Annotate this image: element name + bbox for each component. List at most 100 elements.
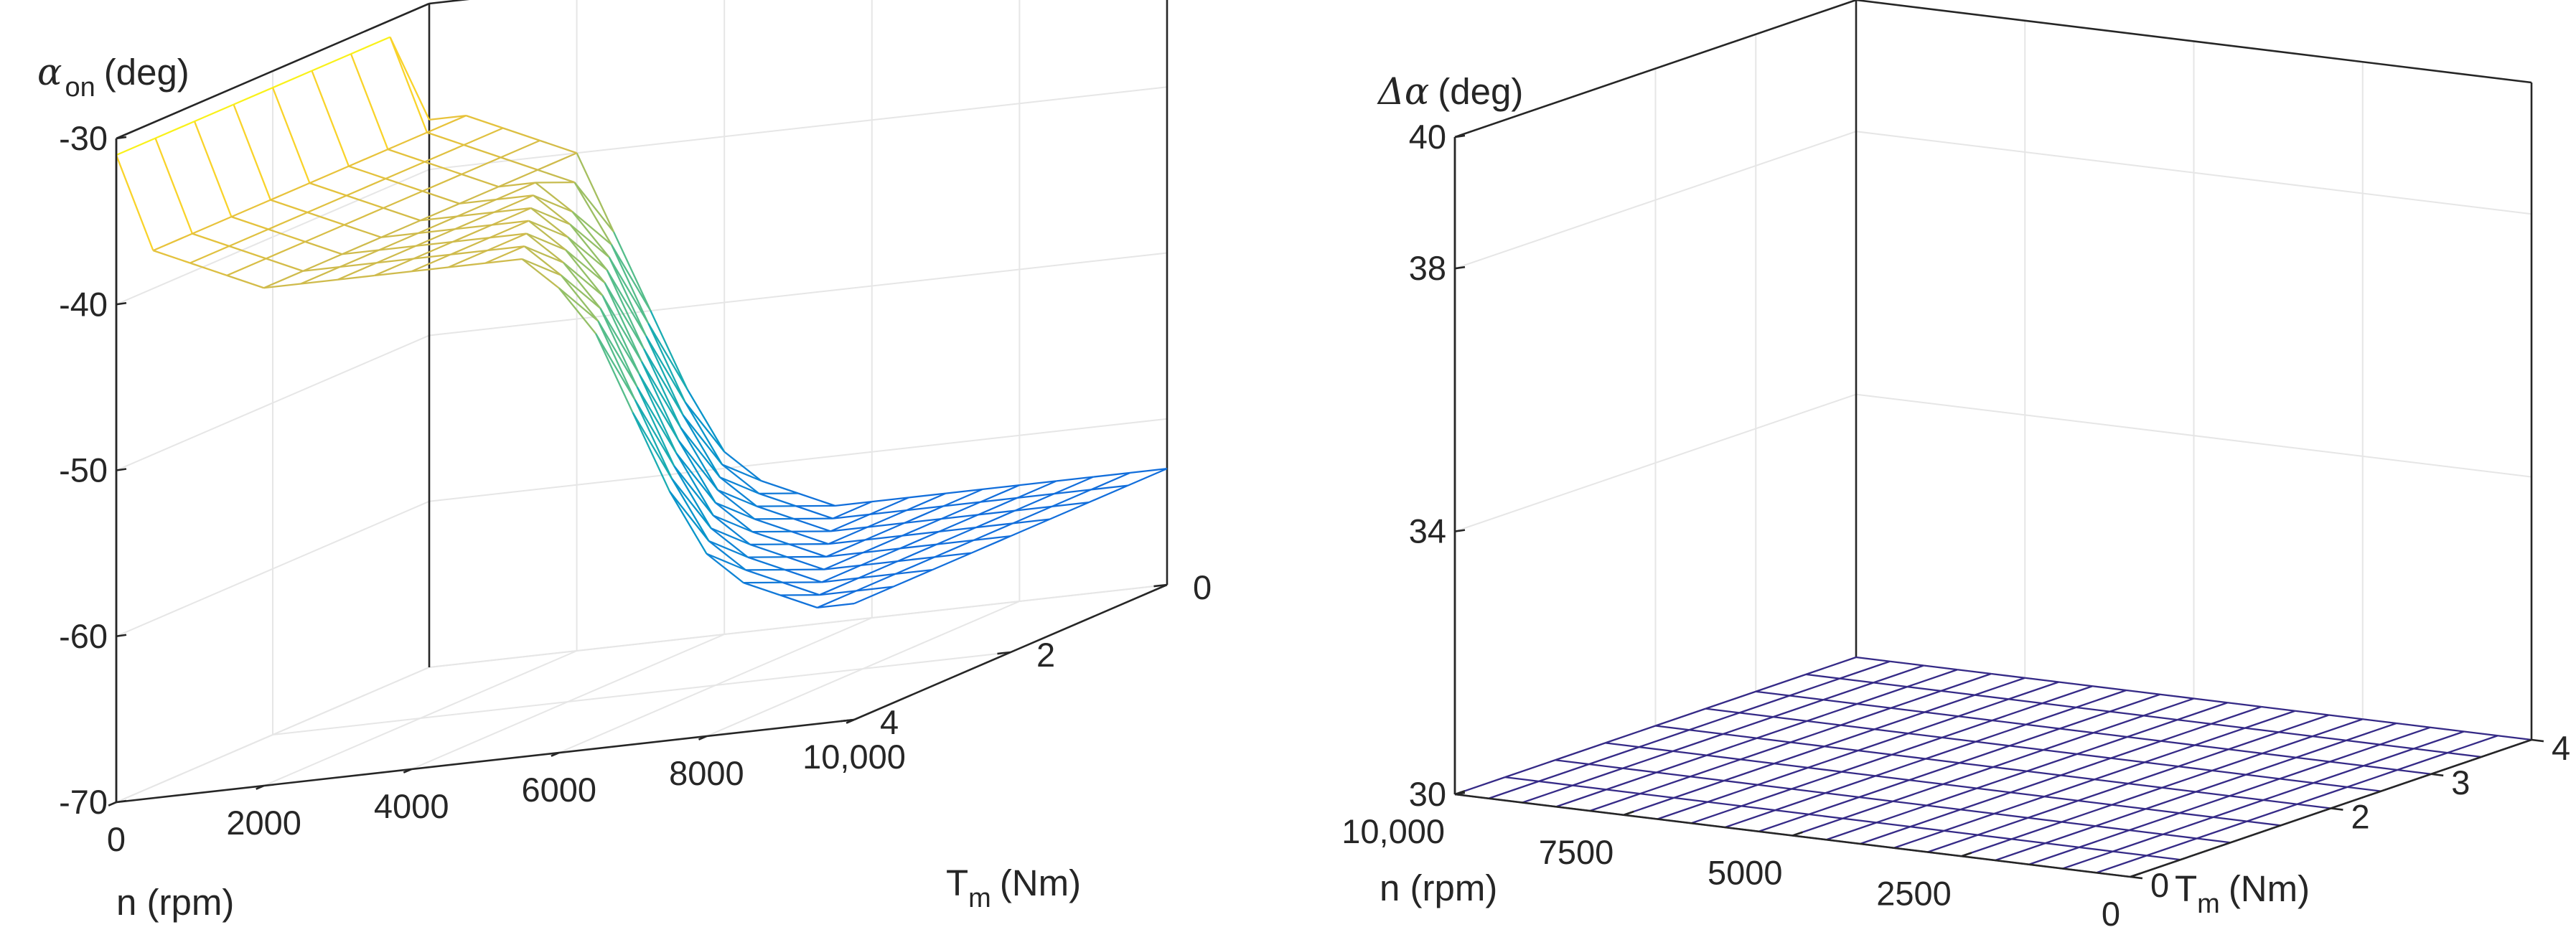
mesh-edge (856, 586, 894, 592)
mesh-edge (2144, 744, 2196, 763)
mesh-edge (2144, 761, 2179, 768)
mesh-edge (1891, 707, 1925, 713)
delta-alpha-y-axis-label: Tm (Nm) (2175, 868, 2310, 919)
mesh-edge (2362, 718, 2397, 725)
mesh-edge (980, 497, 1018, 503)
mesh-edge (973, 535, 1011, 542)
mesh-edge (2211, 752, 2263, 771)
mesh-edge (2079, 846, 2113, 852)
z-tick (1454, 134, 1466, 138)
mesh-edge (2095, 808, 2146, 827)
mesh-edge (1959, 791, 2011, 811)
mesh-edge (1975, 723, 2027, 743)
mesh-edge (1773, 715, 1807, 723)
mesh-edge (1705, 707, 1740, 714)
mesh-edge (413, 240, 454, 260)
mesh-edge (411, 266, 449, 273)
z-gridline (116, 0, 468, 139)
mesh-edge (791, 530, 829, 545)
mesh-edge (2177, 702, 2228, 721)
mesh-edge (2042, 702, 2076, 709)
mesh-edge (2127, 735, 2161, 742)
x-tick-label: 6000 (522, 771, 597, 809)
y-tick-label: 0 (1193, 568, 1212, 606)
mesh-edge (647, 323, 686, 403)
mesh-edge (1756, 690, 1790, 697)
mesh-edge (270, 182, 310, 201)
mesh-edge (1977, 817, 2028, 836)
mesh-edge (2128, 782, 2163, 789)
mesh-edge (530, 207, 568, 238)
mesh-edge (2160, 723, 2212, 742)
mesh-edge (2497, 735, 2532, 741)
mesh-edge (231, 216, 269, 230)
mesh-edge (1874, 728, 1908, 735)
mesh-edge (1855, 656, 1891, 662)
mesh-edge (797, 492, 835, 507)
mesh-edge (2076, 689, 2127, 708)
z-tick-label: 38 (1409, 249, 1446, 287)
mesh-edge (1926, 804, 1961, 811)
mesh-edge (606, 269, 647, 337)
mesh-edge (825, 539, 866, 558)
mesh-edge (1992, 719, 2026, 725)
mesh-edge (452, 224, 492, 243)
mesh-edge (830, 526, 868, 532)
mesh-edge (1655, 725, 1690, 731)
z-gridline (116, 418, 1168, 637)
mesh-edge (669, 491, 710, 542)
mesh-edge (1826, 822, 1877, 841)
mesh-edge (561, 274, 601, 309)
mesh-edge (906, 492, 947, 512)
mesh-edge (1052, 501, 1090, 508)
mesh-edge (537, 152, 578, 171)
mesh-edge (2127, 719, 2178, 738)
mesh-edge (1012, 505, 1053, 525)
mesh-edge (154, 138, 193, 235)
mesh-edge (300, 278, 338, 285)
y-tick (2431, 773, 2444, 777)
mesh-edge (1741, 788, 1792, 807)
mesh-edge (759, 492, 797, 507)
mesh-edge (1824, 746, 1858, 752)
mesh-edge (228, 228, 269, 248)
mesh-edge (2109, 710, 2144, 717)
mesh-edge (943, 488, 983, 507)
mesh-edge (682, 414, 723, 466)
mesh-edge (2026, 770, 2061, 776)
mesh-edge (1504, 776, 1540, 783)
mesh-edge (463, 127, 504, 146)
mesh-edge (339, 249, 380, 268)
z-tick-label: 40 (1409, 118, 1446, 156)
mesh-edge (817, 590, 857, 608)
x-gridline (263, 0, 578, 786)
mesh-edge (420, 215, 458, 222)
mesh-edge (706, 553, 746, 571)
mesh-edge (2295, 710, 2329, 716)
mesh-edge (350, 36, 390, 55)
mesh-edge (1789, 695, 1824, 701)
mesh-edge (2244, 727, 2279, 733)
mesh-edge (1991, 672, 2025, 679)
z-tick-label: 30 (1409, 775, 1446, 813)
mesh-edge (2112, 804, 2146, 810)
mesh-edge (1893, 829, 1944, 849)
mesh-edge (2297, 786, 2348, 805)
mesh-edge (673, 465, 714, 517)
z-tick (116, 301, 127, 306)
mesh-edge (638, 374, 678, 454)
z-gridline (116, 86, 1168, 306)
mesh-edge (302, 253, 343, 272)
mesh-edge (115, 154, 154, 251)
mesh-edge (640, 361, 680, 441)
x-tick (551, 751, 560, 757)
mesh-edge (604, 282, 643, 362)
mesh-edge (2078, 799, 2112, 806)
mesh-edge (823, 552, 863, 570)
mesh-edge (832, 501, 873, 519)
mesh-edge (1708, 801, 1742, 807)
mesh-edge (268, 228, 306, 243)
x-tick-label: 2500 (1876, 874, 1952, 912)
mesh-edge (2196, 820, 2247, 840)
